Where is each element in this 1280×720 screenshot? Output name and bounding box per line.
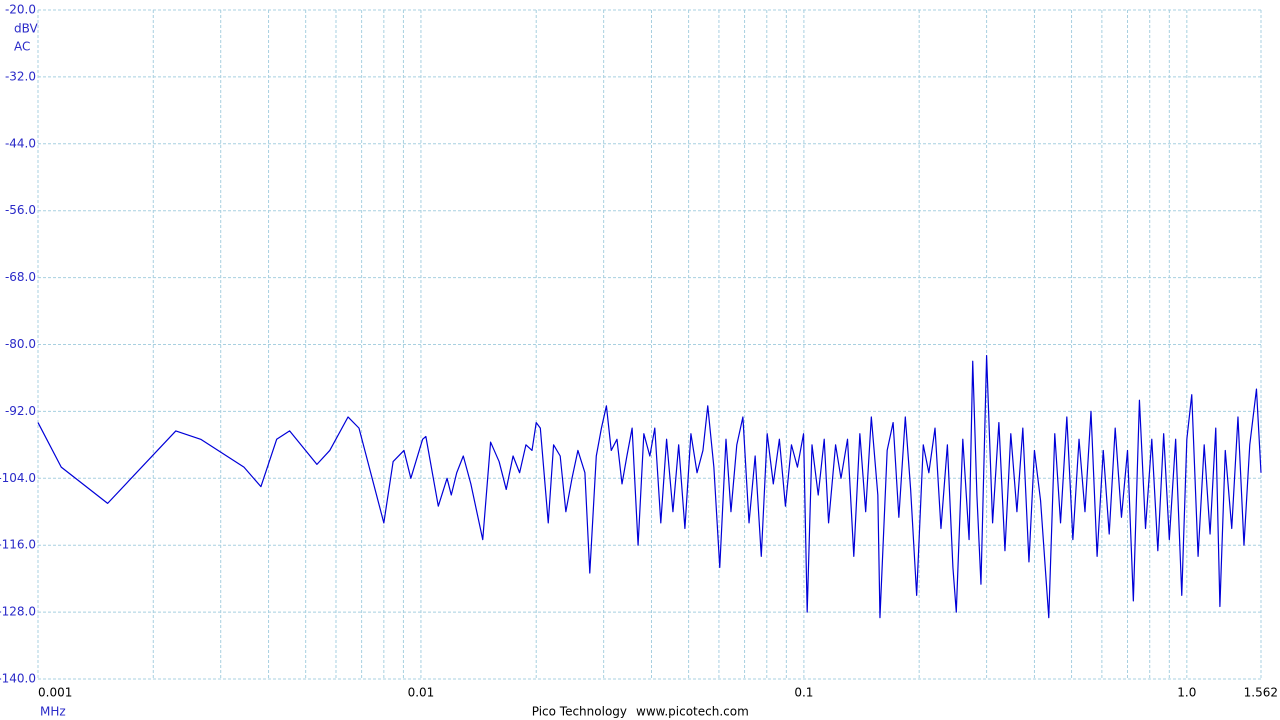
x-tick-label: 1.0 [1177, 686, 1196, 700]
x-tick-label: 1.562 [1244, 686, 1278, 700]
footer-company: Pico Technology [532, 705, 627, 719]
x-unit: MHz [40, 705, 66, 719]
y-tick-label: -20.0 [5, 3, 36, 17]
y-tick-label: -68.0 [5, 270, 36, 284]
y-tick-label: -56.0 [5, 203, 36, 217]
y-tick-label: -140.0 [0, 672, 36, 686]
x-tick-label: 0.1 [794, 686, 813, 700]
y-tick-label: -128.0 [0, 605, 36, 619]
x-tick-label: 0.001 [38, 686, 72, 700]
footer-url: www.picotech.com [636, 705, 749, 719]
x-tick-label: 0.01 [408, 686, 435, 700]
spectrum-line [37, 355, 1262, 619]
y-tick-label: -32.0 [5, 69, 36, 83]
coupling-label: AC [14, 40, 30, 54]
y-tick-label: -80.0 [5, 337, 36, 351]
y-unit: dBV [14, 22, 38, 36]
y-tick-label: -92.0 [5, 404, 36, 418]
y-tick-label: -44.0 [5, 136, 36, 150]
y-tick-label: -116.0 [0, 538, 36, 552]
y-tick-label: -104.0 [0, 471, 36, 485]
